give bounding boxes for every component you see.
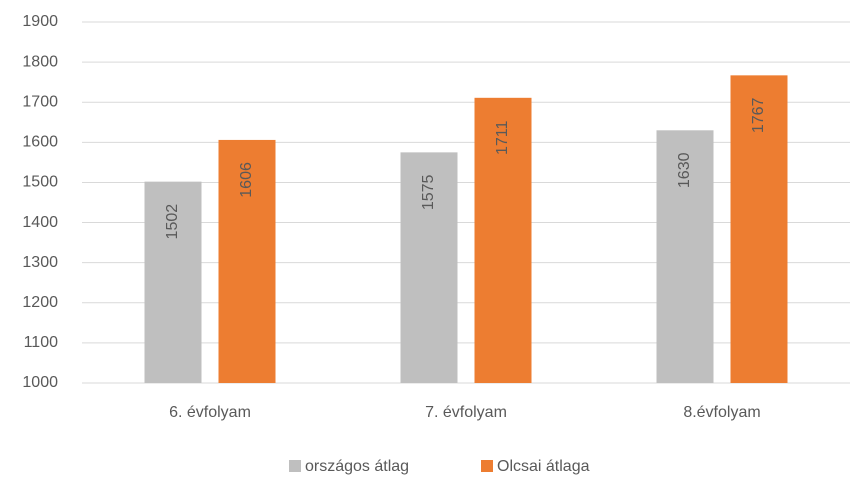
bar bbox=[656, 130, 714, 383]
y-tick-label: 1400 bbox=[22, 214, 58, 231]
legend-swatch bbox=[481, 460, 493, 472]
legend-label: Olcsai átlaga bbox=[497, 458, 590, 475]
data-label: 1502 bbox=[164, 204, 181, 240]
y-tick-label: 1200 bbox=[22, 294, 58, 311]
data-label: 1575 bbox=[420, 174, 437, 210]
y-tick-label: 1600 bbox=[22, 134, 58, 151]
x-tick-label: 6. évfolyam bbox=[169, 404, 251, 421]
y-tick-label: 1300 bbox=[22, 254, 58, 271]
bar bbox=[730, 75, 788, 383]
data-label: 1767 bbox=[750, 97, 767, 133]
bar bbox=[400, 152, 458, 383]
legend-label: országos átlag bbox=[305, 458, 409, 475]
legend-swatch bbox=[289, 460, 301, 472]
y-tick-label: 1100 bbox=[24, 334, 59, 351]
y-tick-label: 1000 bbox=[22, 374, 58, 391]
data-label: 1606 bbox=[238, 162, 255, 198]
bar bbox=[218, 139, 276, 383]
bar bbox=[474, 97, 532, 383]
data-label: 1711 bbox=[494, 121, 511, 156]
data-label: 1630 bbox=[676, 152, 693, 188]
y-tick-label: 1800 bbox=[22, 53, 58, 70]
y-tick-label: 1500 bbox=[22, 174, 58, 191]
bar bbox=[144, 181, 202, 383]
y-tick-label: 1900 bbox=[22, 13, 58, 30]
x-tick-label: 8.évfolyam bbox=[683, 404, 760, 421]
y-tick-label: 1700 bbox=[22, 93, 58, 110]
x-tick-label: 7. évfolyam bbox=[425, 404, 507, 421]
